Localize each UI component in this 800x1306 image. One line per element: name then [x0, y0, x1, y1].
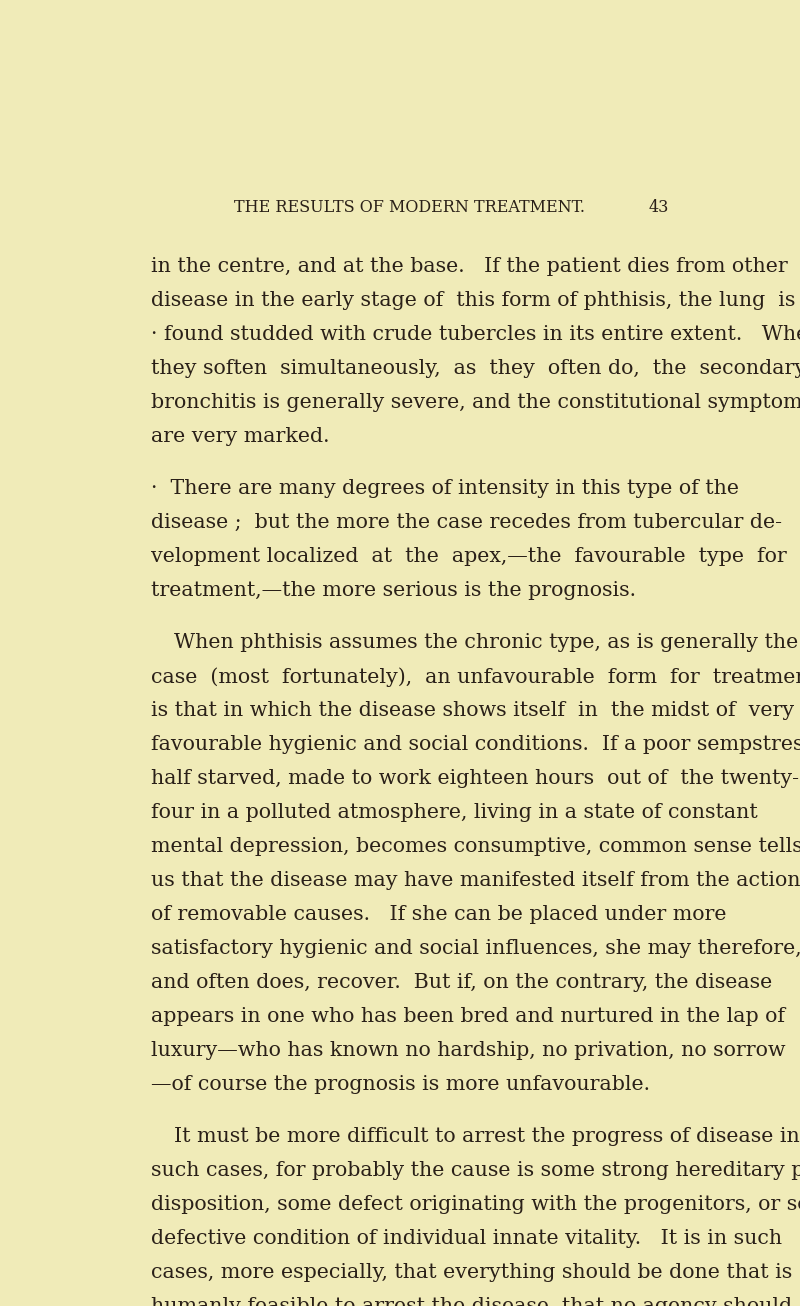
- Text: are very marked.: are very marked.: [151, 427, 330, 447]
- Text: treatment,—the more serious is the prognosis.: treatment,—the more serious is the progn…: [151, 581, 636, 601]
- Text: —of course the prognosis is more unfavourable.: —of course the prognosis is more unfavou…: [151, 1075, 650, 1094]
- Text: is that in which the disease shows itself  in  the midst of  very: is that in which the disease shows itsel…: [151, 701, 794, 721]
- Text: four in a polluted atmosphere, living in a state of constant: four in a polluted atmosphere, living in…: [151, 803, 758, 823]
- Text: disease ;  but the more the case recedes from tubercular de-: disease ; but the more the case recedes …: [151, 513, 782, 533]
- Text: cases, more especially, that everything should be done that is: cases, more especially, that everything …: [151, 1263, 792, 1282]
- Text: · found studded with crude tubercles in its entire extent.   When: · found studded with crude tubercles in …: [151, 325, 800, 345]
- Text: case  (most  fortunately),  an unfavourable  form  for  treatment: case (most fortunately), an unfavourable…: [151, 667, 800, 687]
- Text: in the centre, and at the base.   If the patient dies from other: in the centre, and at the base. If the p…: [151, 257, 787, 277]
- Text: of removable causes.   If she can be placed under more: of removable causes. If she can be place…: [151, 905, 726, 925]
- Text: appears in one who has been bred and nurtured in the lap of: appears in one who has been bred and nur…: [151, 1007, 785, 1027]
- Text: luxury—who has known no hardship, no privation, no sorrow: luxury—who has known no hardship, no pri…: [151, 1041, 786, 1060]
- Text: ·  There are many degrees of intensity in this type of the: · There are many degrees of intensity in…: [151, 479, 739, 499]
- Text: It must be more difficult to arrest the progress of disease in: It must be more difficult to arrest the …: [174, 1127, 800, 1147]
- Text: half starved, made to work eighteen hours  out of  the twenty-: half starved, made to work eighteen hour…: [151, 769, 799, 789]
- Text: humanly feasible to arrest the disease, that no agency should: humanly feasible to arrest the disease, …: [151, 1297, 792, 1306]
- Text: bronchitis is generally severe, and the constitutional symptoms: bronchitis is generally severe, and the …: [151, 393, 800, 413]
- Text: and often does, recover.  But if, on the contrary, the disease: and often does, recover. But if, on the …: [151, 973, 772, 993]
- Text: us that the disease may have manifested itself from the action: us that the disease may have manifested …: [151, 871, 800, 891]
- Text: THE RESULTS OF MODERN TREATMENT.: THE RESULTS OF MODERN TREATMENT.: [234, 199, 586, 215]
- Text: disease in the early stage of  this form of phthisis, the lung  is: disease in the early stage of this form …: [151, 291, 795, 311]
- Text: 43: 43: [649, 199, 669, 215]
- Text: they soften  simultaneously,  as  they  often do,  the  secondary: they soften simultaneously, as they ofte…: [151, 359, 800, 379]
- Text: disposition, some defect originating with the progenitors, or some: disposition, some defect originating wit…: [151, 1195, 800, 1215]
- Text: mental depression, becomes consumptive, common sense tells: mental depression, becomes consumptive, …: [151, 837, 800, 857]
- Text: satisfactory hygienic and social influences, she may therefore,: satisfactory hygienic and social influen…: [151, 939, 800, 959]
- Text: When phthisis assumes the chronic type, as is generally the: When phthisis assumes the chronic type, …: [174, 633, 798, 653]
- Text: defective condition of individual innate vitality.   It is in such: defective condition of individual innate…: [151, 1229, 782, 1249]
- Text: velopment localized  at  the  apex,—the  favourable  type  for: velopment localized at the apex,—the fav…: [151, 547, 786, 567]
- Text: favourable hygienic and social conditions.  If a poor sempstress,: favourable hygienic and social condition…: [151, 735, 800, 755]
- Text: such cases, for probably the cause is some strong hereditary pre-: such cases, for probably the cause is so…: [151, 1161, 800, 1181]
